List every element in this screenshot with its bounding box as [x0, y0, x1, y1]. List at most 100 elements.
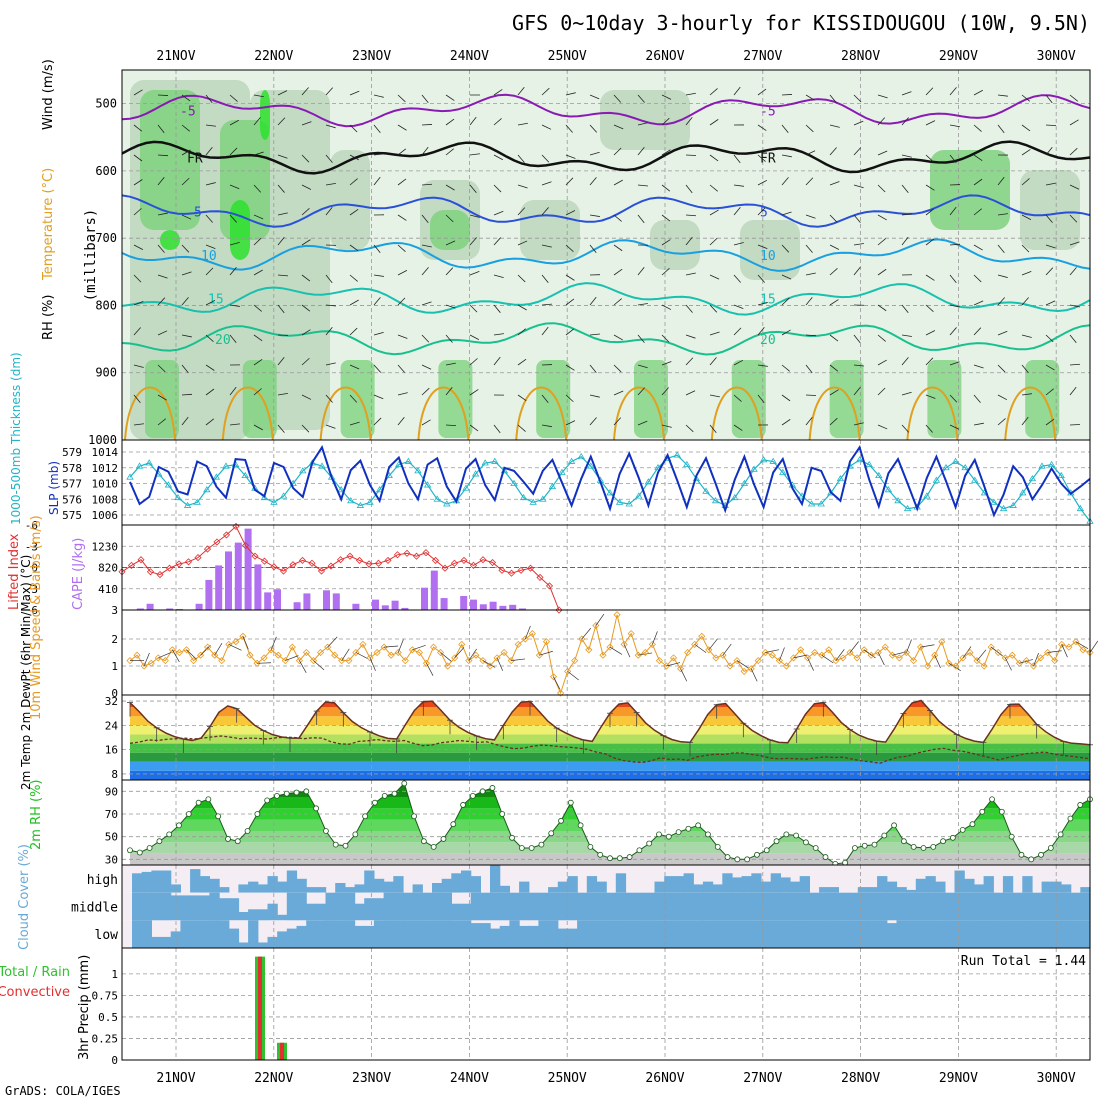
cloud-bar: [993, 892, 1004, 921]
cloud-bar: [499, 885, 510, 893]
wind-barb: [901, 117, 909, 126]
rh-marker: [411, 813, 417, 820]
wind-barb: [973, 89, 983, 96]
rh-marker: [254, 811, 261, 817]
top-day-label: 21NOV: [156, 49, 195, 64]
cloud-bar: [567, 876, 578, 893]
wind-barb: [637, 214, 645, 224]
surface-wind-barb: [299, 660, 307, 674]
wind-barb: [493, 424, 501, 434]
rh-marker: [342, 842, 349, 849]
cloud-bar: [519, 892, 530, 921]
temp-band: [130, 716, 1090, 726]
cloud-bar: [1002, 920, 1014, 948]
wind-barb: [229, 304, 240, 307]
wind-barb: [781, 394, 791, 402]
cape-bar: [264, 592, 272, 610]
wind-barb: [901, 304, 909, 314]
cloud-bar: [828, 920, 839, 948]
rh-shading: [260, 90, 270, 140]
upper-air-ylabel-part: Wind (m/s): [41, 59, 56, 130]
wind-speed-marker: [331, 651, 339, 659]
rh-marker: [636, 847, 643, 854]
lifted-marker: [460, 556, 468, 564]
cloud-bar: [490, 928, 501, 948]
rh-marker: [803, 839, 809, 846]
cloud-bar: [364, 925, 375, 948]
cloud-bar: [906, 920, 917, 948]
wind-barb: [181, 124, 191, 132]
wind-speed-marker: [599, 651, 607, 659]
wind-speed-marker: [1001, 654, 1009, 662]
rh-marker: [156, 838, 163, 845]
top-day-label: 24NOV: [450, 49, 489, 64]
wind-barb: [853, 387, 861, 396]
lifted-marker: [146, 568, 155, 576]
wind-barb: [1045, 364, 1055, 371]
cloud-bar: [344, 887, 356, 893]
thickness-marker: [471, 470, 480, 477]
rh-shading: [160, 230, 180, 250]
wind-speed-marker: [253, 659, 261, 667]
cloud-bar: [528, 892, 539, 921]
wind-barb: [685, 334, 696, 339]
rh-marker: [274, 792, 280, 799]
thickness-marker: [222, 462, 230, 469]
wind-barb: [709, 394, 720, 398]
cloud-bar: [315, 887, 327, 893]
wind-speed-marker: [980, 662, 988, 670]
wind-speed-marker: [1058, 640, 1066, 648]
wind-speed-marker: [655, 657, 663, 665]
wind-barb: [805, 296, 813, 306]
wind-barb: [733, 304, 744, 310]
rh-low-shading: [829, 360, 864, 438]
wind-barb: [781, 274, 792, 280]
surface-wind-barb: [722, 643, 732, 656]
wind-barb: [709, 154, 719, 162]
cloud-bar: [906, 892, 917, 921]
surface-wind-barb: [172, 649, 180, 663]
rh-shading: [930, 150, 1010, 230]
warm-contour: [515, 386, 568, 441]
cape-bar: [215, 565, 223, 610]
surface-wind-barb: [849, 641, 859, 653]
wind-barb: [661, 304, 672, 310]
thickness-marker: [673, 451, 681, 458]
surface-wind-barb: [976, 649, 987, 661]
thickness-marker: [740, 479, 749, 486]
surface-wind-barb: [200, 645, 211, 656]
cloud-bar: [557, 892, 569, 921]
wind-barb: [733, 86, 741, 96]
temperature-contour-label: -5: [760, 104, 776, 119]
rh-low-shading: [1025, 360, 1060, 438]
wind-barb: [397, 297, 406, 306]
wind-barb: [277, 356, 285, 366]
wind-barb: [973, 124, 982, 132]
wind-speed-marker: [592, 621, 600, 630]
wind-barb: [853, 120, 864, 126]
rh-tick-label: 30: [105, 853, 118, 866]
rh-bands: [130, 783, 1090, 865]
rh-marker: [656, 831, 662, 838]
wind-barb: [997, 274, 1008, 278]
wind-barb: [493, 210, 504, 216]
wind-barb: [781, 124, 789, 134]
cloud-bar: [741, 920, 752, 948]
cloud-bar: [470, 876, 481, 893]
wind-barb: [973, 154, 983, 161]
thickness-marker: [433, 495, 441, 502]
thickness-marker: [347, 497, 355, 504]
wind-barb: [757, 364, 768, 367]
wind-barb: [253, 184, 262, 193]
lifted-line: [121, 525, 560, 611]
cloud-bar: [596, 920, 607, 948]
cape-bar: [421, 587, 428, 610]
wind-barb: [397, 124, 407, 131]
wind-barb: [205, 364, 215, 371]
lifted-marker: [355, 556, 364, 564]
wind-barb: [421, 146, 429, 156]
wind-barb: [1045, 182, 1056, 186]
cape-bar: [323, 590, 330, 610]
lifted-marker: [393, 551, 402, 559]
rh-shading: [1020, 170, 1080, 250]
